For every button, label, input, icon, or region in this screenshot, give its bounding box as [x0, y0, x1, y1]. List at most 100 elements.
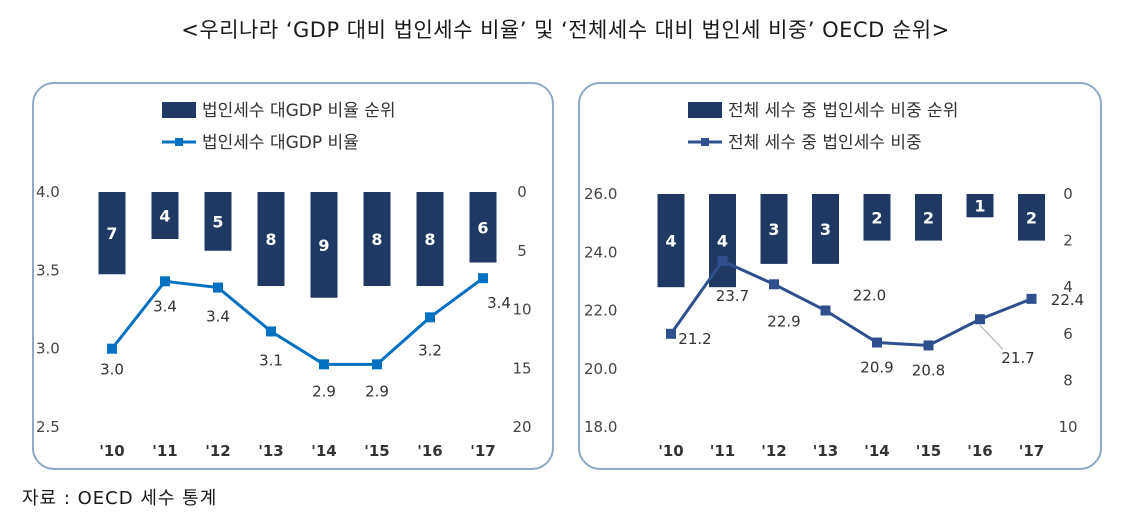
line-value-label: 3.4: [153, 297, 177, 315]
x-category-label: '10: [99, 442, 124, 460]
bar-value-label: 3: [768, 220, 779, 239]
y-right-tick-label: 10: [512, 301, 531, 319]
x-category-label: '17: [1019, 442, 1044, 460]
legend-line-label: 법인세수 대GDP 비율: [202, 133, 359, 153]
bar-value-label: 8: [265, 230, 276, 249]
line-point: [160, 276, 170, 287]
legend-line-marker: [701, 138, 709, 146]
line-point: [372, 359, 382, 370]
y-left-tick-label: 3.5: [36, 261, 60, 279]
x-category-label: '14: [311, 442, 336, 460]
bar-value-label: 3: [820, 220, 831, 239]
x-category-label: '15: [916, 442, 941, 460]
bar-value-label: 4: [159, 207, 170, 226]
line-value-label: 21.7: [1001, 349, 1034, 367]
line-value-label: 22.0: [853, 287, 886, 305]
bar-value-label: 4: [665, 232, 676, 251]
bar: [151, 192, 179, 239]
bar-value-label: 6: [477, 218, 488, 237]
y-right-tick-label: 6: [1063, 325, 1073, 343]
x-category-label: '13: [813, 442, 838, 460]
legend-line-label: 전체 세수 중 법인세수 비중: [728, 133, 922, 153]
y-left-tick-label: 24.0: [584, 243, 617, 261]
bar: [863, 194, 891, 241]
legend-line-marker: [175, 138, 183, 146]
line-series: [669, 259, 1033, 347]
y-left-tick-label: 2.5: [36, 418, 60, 436]
line-value-label: 23.7: [716, 287, 749, 305]
line-value-label: 3.2: [418, 341, 442, 359]
bar: [760, 194, 788, 264]
y-left-tick-label: 20.0: [584, 360, 617, 378]
line-point: [769, 279, 779, 290]
y-right-tick-label: 0: [1063, 185, 1073, 203]
y-right-tick-label: 15: [512, 359, 531, 377]
bar: [416, 192, 444, 286]
bar: [310, 192, 338, 298]
x-category-label: '16: [967, 442, 992, 460]
line-value-label: 22.9: [767, 312, 800, 330]
line-point: [820, 305, 831, 316]
data-label-leader: [979, 324, 1004, 350]
line-point: [923, 340, 934, 351]
x-category-label: '13: [258, 442, 283, 460]
bar-value-label: 7: [106, 224, 117, 243]
line-value-label: 20.8: [912, 361, 945, 379]
bar: [469, 192, 497, 263]
x-category-label: '10: [658, 442, 683, 460]
y-right-tick-label: 5: [517, 242, 527, 260]
line-value-label: 3.4: [206, 308, 230, 326]
bar: [257, 192, 285, 286]
line-point: [425, 312, 435, 323]
y-left-tick-label: 26.0: [584, 185, 617, 203]
page-title: <우리나라 ‘GDP 대비 법인세수 비율’ 및 ‘전체세수 대비 법인세 비중…: [181, 18, 950, 42]
bar: [966, 194, 994, 218]
y-right-tick-label: 10: [1058, 418, 1077, 436]
line-value-label: 2.9: [312, 382, 336, 400]
bar-value-label: 2: [871, 208, 882, 227]
bar: [1018, 194, 1045, 241]
line-point: [666, 328, 676, 339]
line-value-label: 22.4: [1051, 291, 1084, 309]
bar: [98, 192, 126, 275]
line-series: [110, 276, 484, 366]
line-value-label: 3.4: [487, 294, 511, 312]
x-category-label: '16: [417, 442, 442, 460]
x-category-label: '12: [205, 442, 230, 460]
source-note: 자료 : OECD 세수 통계: [22, 488, 218, 509]
legend-bar-label: 전체 세수 중 법인세수 비중 순위: [728, 101, 958, 121]
y-right-tick-label: 4: [1063, 278, 1073, 296]
line-value-label: 21.2: [678, 330, 711, 348]
line-point: [319, 359, 329, 370]
line-point: [213, 282, 223, 293]
line-point: [107, 343, 117, 354]
line-point: [975, 314, 985, 325]
bar-value-label: 9: [318, 236, 329, 255]
y-left-tick-label: 22.0: [584, 302, 617, 320]
bar: [363, 192, 391, 286]
bar-value-label: 1: [974, 197, 985, 216]
x-category-label: '14: [864, 442, 889, 460]
line-value-label: 3.0: [100, 361, 124, 379]
bar-value-label: 8: [424, 230, 435, 249]
bar: [915, 194, 942, 241]
line-value-label: 3.1: [259, 351, 283, 369]
x-category-label: '12: [761, 442, 786, 460]
x-category-label: '11: [152, 442, 177, 460]
legend-bar-swatch: [688, 102, 722, 118]
bar-value-label: 2: [1026, 208, 1037, 227]
y-right-tick-label: 0: [517, 183, 527, 201]
bar-value-label: 2: [923, 208, 934, 227]
x-category-label: '15: [364, 442, 389, 460]
y-left-tick-label: 4.0: [36, 183, 60, 201]
bar: [204, 192, 232, 251]
x-category-label: '17: [470, 442, 495, 460]
y-right-tick-label: 20: [512, 418, 531, 436]
y-right-tick-label: 8: [1063, 371, 1073, 389]
y-right-tick-label: 2: [1063, 232, 1073, 250]
line-point: [478, 273, 488, 284]
line-point: [872, 337, 882, 348]
